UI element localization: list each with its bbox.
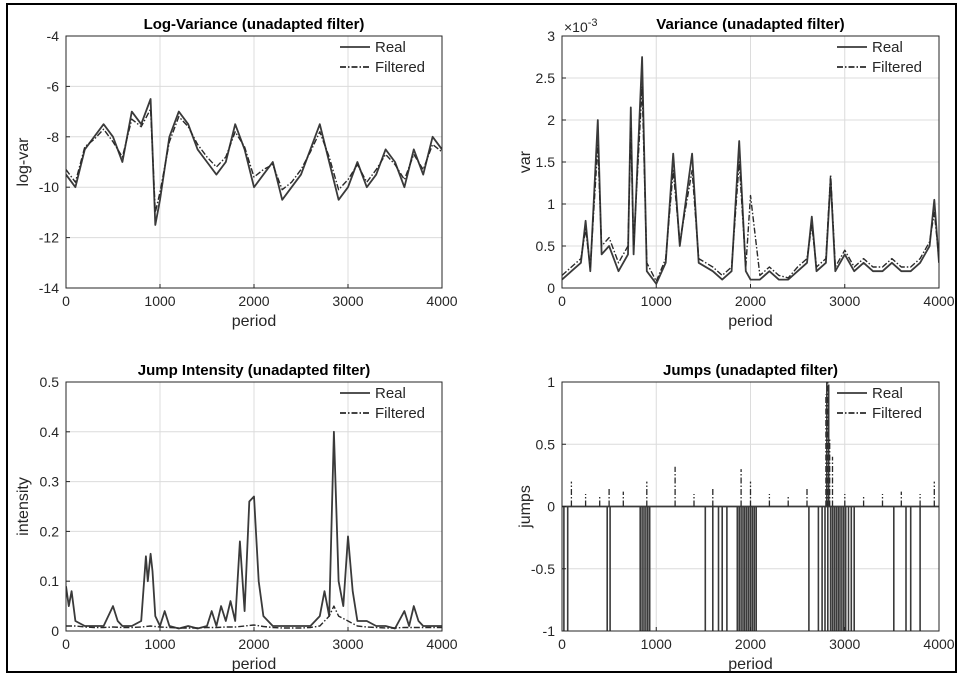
xtick-label-var-0: 0 <box>558 293 566 309</box>
xtick-label-logvar-2: 2000 <box>238 293 269 309</box>
series-jumps-filtered <box>570 382 935 507</box>
xtick-label-logvar-1: 1000 <box>144 293 175 309</box>
xtick-label-intensity-3: 3000 <box>332 636 363 652</box>
xlabel-var: period <box>728 313 772 330</box>
ytick-label-jumps-0: -1 <box>543 623 556 639</box>
title-logvar: Log-Variance (unadapted filter) <box>144 16 365 33</box>
xtick-label-intensity-0: 0 <box>62 636 70 652</box>
legend-label-intensity-real: Real <box>375 385 406 402</box>
xlabel-jumps: period <box>728 656 772 671</box>
xtick-label-jumps-0: 0 <box>558 636 566 652</box>
series-intensity-real <box>66 430 442 630</box>
xtick-label-jumps-1: 1000 <box>641 636 672 652</box>
ytick-label-intensity-4: 0.4 <box>40 424 60 440</box>
ytick-label-intensity-0: 0 <box>51 623 59 639</box>
title-intensity: Jump Intensity (unadapted filter) <box>138 362 371 379</box>
xtick-label-intensity-2: 2000 <box>238 636 269 652</box>
ytick-label-logvar-1: -12 <box>39 230 59 246</box>
ytick-label-intensity-1: 0.1 <box>40 573 60 589</box>
ytick-label-jumps-3: 0.5 <box>536 436 556 452</box>
xlabel-intensity: period <box>232 656 276 671</box>
legend-label-intensity-filtered: Filtered <box>375 405 425 422</box>
ytick-label-var-3: 1.5 <box>536 154 556 170</box>
xtick-label-var-3: 3000 <box>829 293 860 309</box>
ytick-label-logvar-4: -6 <box>47 78 60 94</box>
ytick-label-intensity-2: 0.2 <box>40 523 60 539</box>
subplot-intensity: 0 1000 2000 3000 4000 0 0.1 0.2 0.3 0.4 0.5 Jump In… <box>15 362 458 671</box>
series-logvar-filtered <box>66 108 442 214</box>
xtick-label-logvar-3: 3000 <box>332 293 363 309</box>
ylabel-logvar: log-var <box>15 137 32 187</box>
xtick-label-var-1: 1000 <box>641 293 672 309</box>
series-var-real <box>562 56 939 285</box>
plot-area-jumps <box>562 382 939 631</box>
ylabel-jumps: jumps <box>517 485 534 529</box>
legend-label-logvar-filtered: Filtered <box>375 59 425 76</box>
title-var: Variance (unadapted filter) <box>656 16 844 33</box>
ylabel-var: var <box>517 150 534 173</box>
plot-area-logvar <box>66 98 442 226</box>
xtick-label-jumps-3: 3000 <box>829 636 860 652</box>
ylabel-intensity: intensity <box>15 477 32 536</box>
legend-label-logvar-real: Real <box>375 39 406 56</box>
xtick-label-intensity-4: 4000 <box>426 636 457 652</box>
figure-canvas: 0 1000 2000 3000 4000-14-12-10-8-6-4Log-Vari… <box>15 16 955 671</box>
legend-label-jumps-filtered: Filtered <box>872 405 922 422</box>
ytick-label-jumps-2: 0 <box>547 499 555 515</box>
ytick-label-logvar-2: -10 <box>39 179 59 195</box>
xtick-label-intensity-1: 1000 <box>144 636 175 652</box>
plot-area-var <box>562 56 939 285</box>
plot-area-intensity <box>66 430 442 630</box>
xtick-label-jumps-4: 4000 <box>923 636 954 652</box>
series-var-filtered <box>562 85 939 282</box>
ytick-label-var-4: 2 <box>547 112 555 128</box>
ytick-label-logvar-3: -8 <box>47 129 60 145</box>
xtick-label-jumps-2: 2000 <box>735 636 766 652</box>
ytick-label-var-1: 0.5 <box>536 238 556 254</box>
ytick-label-intensity-3: 0.3 <box>40 474 60 490</box>
exponent-label-var: ×10-3 <box>564 17 598 35</box>
xtick-label-var-4: 4000 <box>923 293 954 309</box>
exponent-power-var: -3 <box>588 17 598 29</box>
ytick-label-intensity-5: 0.5 <box>40 374 60 390</box>
series-intensity-filtered <box>66 605 442 629</box>
legend-label-jumps-real: Real <box>872 385 903 402</box>
ytick-label-jumps-4: 1 <box>547 374 555 390</box>
ytick-label-var-2: 1 <box>547 196 555 212</box>
ytick-label-var-0: 0 <box>547 280 555 296</box>
legend-label-var-real: Real <box>872 39 903 56</box>
xtick-label-logvar-4: 4000 <box>426 293 457 309</box>
ytick-label-logvar-0: -14 <box>39 280 59 296</box>
subplot-var: 0 1000 2000 3000 4000 0 0.5 1 1.5 2 2.5 3 ×10-3 Varia… <box>517 16 955 330</box>
figure-frame: 0 1000 2000 3000 4000 -14 -12 -10 -8 -6 -4 Log-Vari… <box>6 3 957 673</box>
subplot-logvar: 0 1000 2000 3000 4000 -14 -12 -10 -8 -6 -4 Log-Vari… <box>15 16 458 330</box>
ytick-label-jumps-1: -0.5 <box>531 561 555 577</box>
series-logvar-real <box>66 98 442 226</box>
xlabel-logvar: period <box>232 313 276 330</box>
xtick-label-logvar-0: 0 <box>62 293 70 309</box>
legend-label-var-filtered: Filtered <box>872 59 922 76</box>
xtick-label-var-2: 2000 <box>735 293 766 309</box>
subplot-jumps: 0 1000 2000 3000 4000 -1 -0.5 0 0.5 1 Jumps (unada… <box>517 362 955 671</box>
ytick-label-logvar-5: -4 <box>47 28 60 44</box>
title-jumps: Jumps (unadapted filter) <box>663 362 838 379</box>
ytick-label-var-5: 2.5 <box>536 70 556 86</box>
ytick-label-var-6: 3 <box>547 28 555 44</box>
